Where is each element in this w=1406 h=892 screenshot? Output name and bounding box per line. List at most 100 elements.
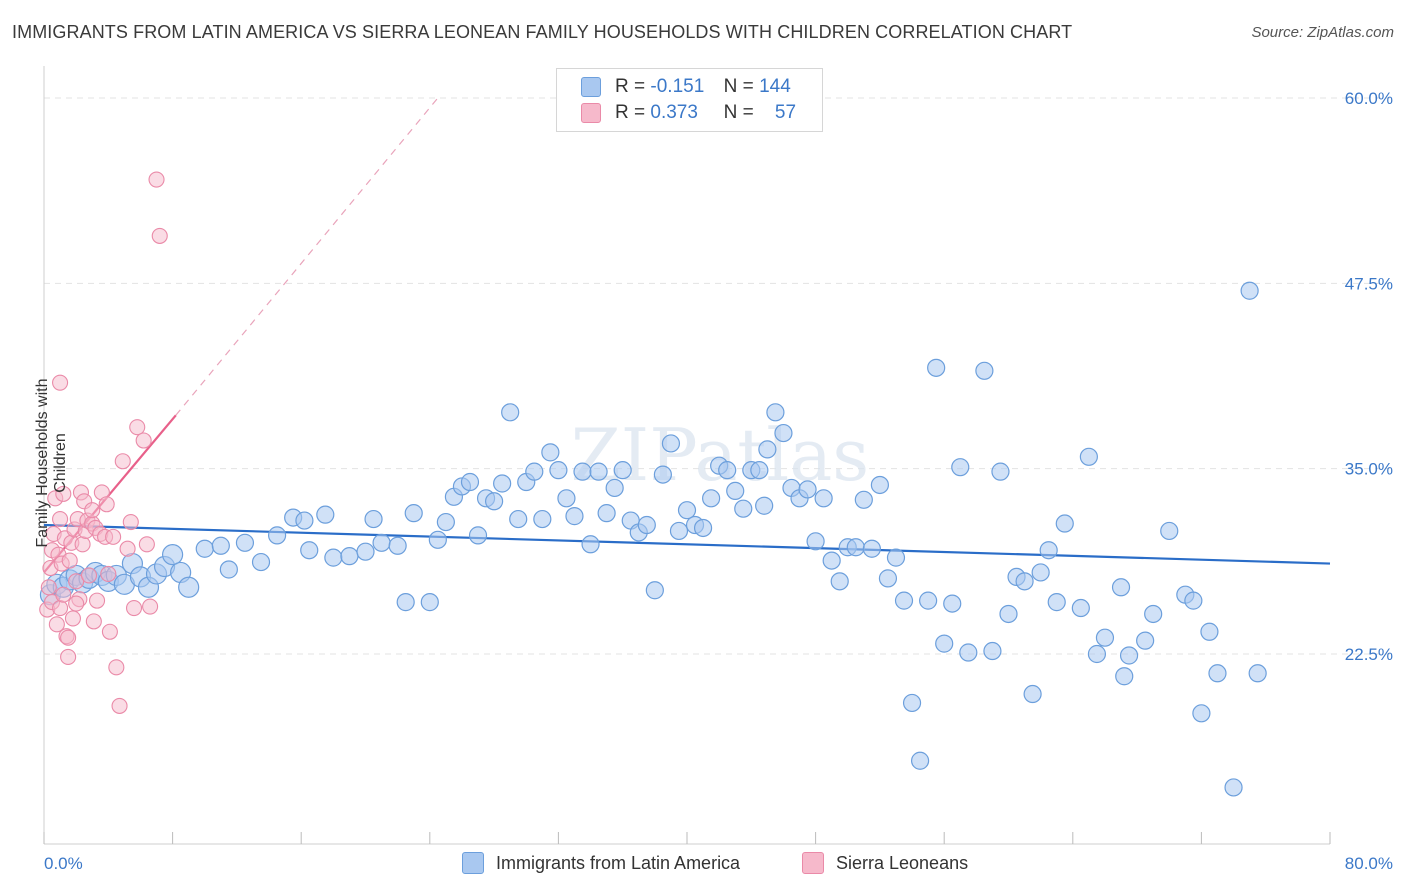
point-sierra-leonean	[52, 599, 69, 617]
point-latin-america	[919, 591, 938, 610]
point-sierra-leonean	[125, 599, 143, 617]
point-sierra-leonean	[151, 227, 168, 244]
series-label: Sierra Leoneans	[836, 852, 969, 873]
point-latin-america	[316, 505, 335, 524]
point-latin-america	[1115, 667, 1134, 686]
point-latin-america	[910, 751, 930, 770]
series-swatch-pink	[802, 852, 824, 874]
point-latin-america	[235, 533, 255, 552]
point-latin-america	[798, 480, 817, 499]
legend-n-label: N =	[723, 76, 754, 97]
point-latin-america	[766, 403, 785, 422]
point-latin-america	[806, 532, 825, 551]
point-latin-america	[999, 604, 1018, 624]
point-latin-america	[404, 504, 423, 523]
point-latin-america	[1087, 644, 1107, 664]
point-latin-america	[1248, 664, 1267, 683]
point-sierra-leonean	[142, 598, 159, 615]
point-latin-america	[541, 443, 560, 462]
point-latin-america	[991, 462, 1010, 481]
point-sierra-leonean	[101, 623, 118, 640]
point-latin-america	[1160, 521, 1179, 541]
legend-n-label: N =	[723, 102, 754, 123]
point-sierra-leonean	[55, 485, 72, 502]
point-latin-america	[1023, 684, 1042, 704]
series-label: Immigrants from Latin America	[496, 852, 741, 873]
point-latin-america	[1015, 572, 1034, 591]
legend-row-latin-america: R = -0.151 N = 144	[581, 75, 791, 99]
point-latin-america	[485, 492, 504, 511]
point-latin-america	[983, 641, 1002, 661]
point-sierra-leonean	[108, 659, 125, 676]
legend-r-value: -0.151	[650, 76, 705, 97]
legend-n-value: 144	[759, 76, 791, 97]
point-latin-america	[774, 423, 793, 443]
point-latin-america	[573, 462, 592, 481]
point-latin-america	[219, 560, 238, 579]
point-sierra-leonean	[61, 552, 78, 569]
point-sierra-leonean	[114, 453, 131, 470]
point-sierra-leonean	[111, 697, 128, 714]
point-latin-america	[653, 465, 672, 484]
point-latin-america	[195, 539, 214, 558]
point-latin-america	[364, 509, 383, 529]
point-latin-america	[1039, 541, 1058, 560]
point-latin-america	[878, 569, 898, 588]
point-latin-america	[1192, 704, 1211, 723]
point-latin-america	[1144, 604, 1163, 624]
point-latin-america	[1031, 563, 1050, 582]
point-latin-america	[1184, 591, 1203, 610]
point-latin-america	[862, 539, 881, 558]
point-latin-america	[734, 499, 753, 518]
point-latin-america	[493, 474, 512, 493]
point-latin-america	[1240, 281, 1259, 300]
point-sierra-leonean	[148, 171, 165, 188]
point-latin-america	[597, 504, 616, 523]
legend-row-sierra-leonean: R = 0.373 N = 57	[581, 101, 796, 125]
point-latin-america	[1111, 578, 1131, 597]
point-latin-america	[1119, 646, 1139, 665]
legend-swatch-blue	[581, 77, 601, 97]
point-latin-america	[758, 440, 777, 459]
y-axis-label: Family Households with Children	[34, 378, 69, 548]
point-sierra-leonean	[100, 565, 117, 582]
point-sierra-leonean	[64, 610, 81, 627]
point-latin-america	[645, 581, 664, 600]
point-latin-america	[718, 461, 737, 480]
point-latin-america	[525, 462, 544, 481]
point-sierra-leonean	[85, 613, 102, 630]
series-legend-latin-america: Immigrants from Latin America	[462, 852, 740, 874]
legend-r-value: 0.373	[650, 102, 698, 123]
point-latin-america	[894, 591, 914, 610]
tick-labels: 22.5% 35.0% 47.5% 60.0% 0.0% 80.0%	[44, 89, 1393, 873]
point-latin-america	[1047, 593, 1066, 612]
point-latin-america	[295, 511, 314, 530]
point-latin-america	[870, 475, 890, 495]
point-latin-america	[613, 461, 632, 480]
point-sierra-leonean	[80, 567, 98, 584]
point-latin-america	[1224, 778, 1243, 797]
point-latin-america	[830, 572, 849, 591]
chart-title: IMMIGRANTS FROM LATIN AMERICA VS SIERRA …	[12, 22, 1073, 42]
point-latin-america	[975, 361, 994, 380]
point-sierra-leonean	[84, 502, 101, 519]
point-latin-america	[902, 693, 922, 713]
y-tick-label: 35.0%	[1345, 460, 1393, 479]
point-latin-america	[356, 542, 375, 561]
point-latin-america	[589, 462, 608, 481]
point-latin-america	[846, 538, 865, 557]
point-latin-america	[1055, 514, 1074, 533]
point-latin-america	[533, 509, 552, 529]
source-label: Source: ZipAtlas.com	[1251, 24, 1394, 41]
point-latin-america	[557, 489, 576, 508]
y-tick-label: 60.0%	[1345, 89, 1393, 108]
point-latin-america	[677, 501, 697, 520]
point-latin-america	[565, 507, 584, 526]
point-latin-america	[951, 458, 970, 477]
x-tick-label: 0.0%	[44, 854, 83, 873]
point-latin-america	[637, 515, 656, 535]
x-tick-label: 80.0%	[1345, 854, 1393, 873]
axes	[43, 832, 1331, 845]
point-latin-america	[814, 489, 833, 508]
point-latin-america	[324, 548, 343, 567]
